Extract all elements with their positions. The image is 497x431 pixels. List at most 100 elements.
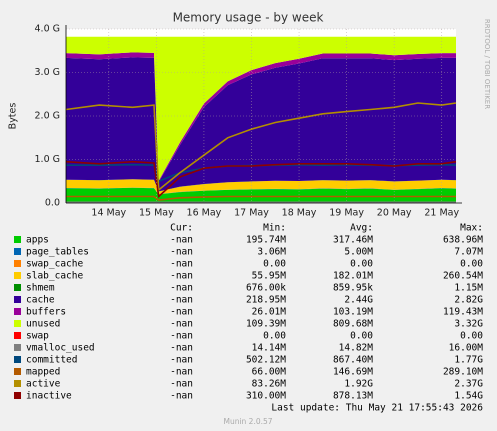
area <box>66 36 456 181</box>
stat-value: 7.07M <box>454 247 483 258</box>
legend-label: shmem <box>26 283 55 294</box>
stat-value: 55.95M <box>252 271 287 282</box>
legend-label: active <box>26 379 61 390</box>
stat-value: -nan <box>170 331 193 342</box>
stat-value: 1.77G <box>454 355 483 366</box>
y-tick-label: 0.0 <box>45 198 60 209</box>
legend-swatch <box>14 332 21 339</box>
stat-value: 676.00k <box>246 283 286 294</box>
legend-swatch <box>14 308 21 315</box>
legend-swatch <box>14 248 21 255</box>
stat-value: 289.10M <box>443 367 483 378</box>
legend-label: inactive <box>26 391 72 402</box>
x-tick-label: 19 May <box>329 208 364 219</box>
legend-swatch <box>14 260 21 267</box>
legend-label: swap <box>26 331 49 342</box>
legend-swatch <box>14 272 21 279</box>
stat-value: 182.01M <box>333 271 373 282</box>
legend-swatch <box>14 380 21 387</box>
last-update: Last update: Thu May 21 17:55:43 2026 <box>271 403 483 414</box>
stat-value: 0.00 <box>460 331 483 342</box>
stat-value: -nan <box>170 307 193 318</box>
stat-value: 317.46M <box>333 235 373 246</box>
stats-header: Avg: <box>350 223 373 234</box>
stat-value: 310.00M <box>246 391 286 402</box>
x-tick-label: 20 May <box>377 208 412 219</box>
stats-header: Max: <box>460 223 483 234</box>
legend-swatch <box>14 296 21 303</box>
area <box>66 57 456 192</box>
stat-value: 103.19M <box>333 307 373 318</box>
chart-title: Memory usage - by week <box>173 11 324 25</box>
side-text: RRDTOOL / TOBI OETIKER <box>483 19 491 109</box>
stat-value: -nan <box>170 295 193 306</box>
legend-label: unused <box>26 319 60 330</box>
stat-value: 26.01M <box>252 307 287 318</box>
x-tick-label: 14 May <box>91 208 126 219</box>
stat-value: 83.26M <box>252 379 287 390</box>
stat-value: 119.43M <box>443 307 483 318</box>
legend-label: slab_cache <box>26 271 83 282</box>
y-tick-label: 4.0 G <box>35 24 61 35</box>
stat-value: 14.14M <box>252 343 287 354</box>
legend-label: vmalloc_used <box>26 343 95 354</box>
footer: Munin 2.0.57 <box>223 417 272 426</box>
stat-value: 878.13M <box>333 391 373 402</box>
stat-value: -nan <box>170 259 193 270</box>
legend-label: mapped <box>26 367 60 378</box>
stat-value: 859.95k <box>333 283 373 294</box>
stat-value: 195.74M <box>246 235 286 246</box>
stat-value: -nan <box>170 283 193 294</box>
line <box>65 102 457 192</box>
stat-value: 867.40M <box>333 355 373 366</box>
stat-value: 1.54G <box>454 391 483 402</box>
area <box>66 179 456 195</box>
y-tick-label: 2.0 G <box>35 111 61 122</box>
legend-swatch <box>14 284 21 291</box>
y-tick-label: 3.0 G <box>35 67 61 78</box>
stat-value: 502.12M <box>246 355 286 366</box>
stat-value: 809.68M <box>333 319 373 330</box>
y-tick-label: 1.0 G <box>35 154 61 165</box>
legend-label: swap_cache <box>26 259 83 270</box>
x-tick-label: 18 May <box>282 208 317 219</box>
legend-swatch <box>14 344 21 351</box>
line <box>66 195 456 201</box>
stat-value: 218.95M <box>246 295 286 306</box>
legend-label: page_tables <box>26 247 89 258</box>
stat-value: -nan <box>170 235 193 246</box>
legend-swatch <box>14 236 21 243</box>
stat-value: -nan <box>170 247 193 258</box>
stat-value: 2.37G <box>454 379 483 390</box>
y-axis-label: Bytes <box>8 103 19 130</box>
legend-swatch <box>14 320 21 327</box>
stat-value: 0.00 <box>350 331 373 342</box>
x-tick-label: 21 May <box>424 208 459 219</box>
legend-swatch <box>14 392 21 399</box>
stat-value: -nan <box>170 379 193 390</box>
x-tick-label: 17 May <box>234 208 269 219</box>
stat-value: 5.00M <box>344 247 373 258</box>
line <box>65 160 457 199</box>
stat-value: 0.00 <box>263 259 286 270</box>
stat-value: -nan <box>170 391 193 402</box>
legend-swatch <box>14 356 21 363</box>
stat-value: -nan <box>170 271 193 282</box>
stat-value: 0.00 <box>350 259 373 270</box>
stat-value: 3.06M <box>257 247 286 258</box>
stat-value: -nan <box>170 367 193 378</box>
stat-value: 2.82G <box>454 295 483 306</box>
stat-value: 260.54M <box>443 271 483 282</box>
stat-value: 66.00M <box>252 367 287 378</box>
legend-label: apps <box>26 235 49 246</box>
stat-value: 0.00 <box>460 259 483 270</box>
stat-value: 146.69M <box>333 367 373 378</box>
stat-value: 0.00 <box>263 331 286 342</box>
stat-value: 1.92G <box>344 379 373 390</box>
legend-swatch <box>14 368 21 375</box>
x-tick-label: 15 May <box>139 208 174 219</box>
stat-value: 638.96M <box>443 235 483 246</box>
stat-value: 3.32G <box>454 319 483 330</box>
stat-value: 14.82M <box>339 343 374 354</box>
